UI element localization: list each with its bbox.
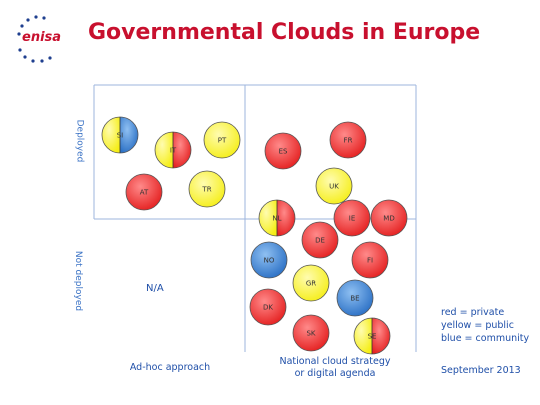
bubble-circle [301,221,339,259]
legend-private: red = private [441,307,505,318]
legend: red = private yellow = public blue = com… [441,306,529,345]
logo-stars-icon [17,15,52,63]
x-axis-label-adhoc: Ad-hoc approach [129,362,211,373]
bubble-label: NO [264,257,275,265]
bubble-label: MD [383,215,394,223]
bubble-label: DK [263,304,273,312]
y-axis-label-deployed: Deployed [74,119,85,163]
bubble-half-left [102,117,120,153]
bubble-label: DE [315,237,325,245]
bubble-circle [336,279,374,317]
bubble-dk: DK [249,288,287,326]
bubble-half-right [173,132,191,168]
y-axis-label-not-deployed: Not deployed [73,250,84,312]
bubble-fr: FR [329,121,367,159]
bubble-circle [370,199,408,237]
bubble-circle [125,173,163,211]
bubble-label: PT [218,137,227,145]
bubble-circle [203,121,241,159]
na-label: N/A [146,283,164,294]
bubble-gr: GR [292,264,330,302]
bubble-label: TR [201,186,211,194]
bubble-label: SI [117,132,124,140]
date-label: September 2013 [441,365,521,376]
x-axis-label-national-line2: or digital agenda [294,368,376,379]
logo-wordmark: enisa [22,30,62,45]
bubble-be: BE [336,279,374,317]
bubble-circle [264,132,302,170]
bubble-circle [292,314,330,352]
bubble-label: SE [368,333,377,341]
page-title: Governmental Clouds in Europe [88,20,481,45]
bubble-label: AT [140,189,149,197]
bubble-label: UK [329,183,339,191]
bubble-de: DE [301,221,339,259]
bubble-circle [315,167,353,205]
bubble-half-right [120,117,138,153]
x-axis-label-national: National cloud strategy or digital agend… [260,356,410,380]
bubble-fi: FI [351,241,389,279]
legend-public: yellow = public [441,320,514,331]
bubble-label: IT [170,147,177,155]
bubble-label: FI [367,257,373,265]
bubble-nl: NL [258,199,296,237]
bubble-half-left [259,200,277,236]
bubble-circle [249,288,287,326]
bubble-si: SI [101,116,139,154]
bubble-circle [333,199,371,237]
bubble-tr: TR [188,170,226,208]
bubble-circle [250,241,288,279]
bubble-label: FR [344,137,353,145]
bubble-pt: PT [203,121,241,159]
bubble-circle [188,170,226,208]
bubble-half-right [372,318,390,354]
bubble-label: GR [306,280,316,288]
bubble-circle [329,121,367,159]
bubble-label: SK [306,330,315,338]
bubble-label: ES [279,148,288,156]
bubble-es: ES [264,132,302,170]
bubble-half-right [277,200,295,236]
bubble-half-left [155,132,173,168]
bubble-circle [351,241,389,279]
enisa-logo [17,15,52,63]
bubble-label: NL [272,215,281,223]
bubble-at: AT [125,173,163,211]
bubble-label: BE [350,295,359,303]
x-axis-label-national-line1: National cloud strategy [279,356,391,367]
bubble-it: IT [154,131,192,169]
bubble-circle [292,264,330,302]
bubble-label: IE [349,215,356,223]
bubble-se: SE [353,317,391,355]
bubble-sk: SK [292,314,330,352]
bubble-half-left [354,318,372,354]
bubble-md: MD [370,199,408,237]
bubble-ie: IE [333,199,371,237]
bubble-no: NO [250,241,288,279]
bubble-uk: UK [315,167,353,205]
legend-community: blue = community [441,333,530,344]
bubbles-layer: SI IT PT AT TR ES FR UK NL IE MD DE NO FI GR BE DK SK SE [101,116,408,355]
